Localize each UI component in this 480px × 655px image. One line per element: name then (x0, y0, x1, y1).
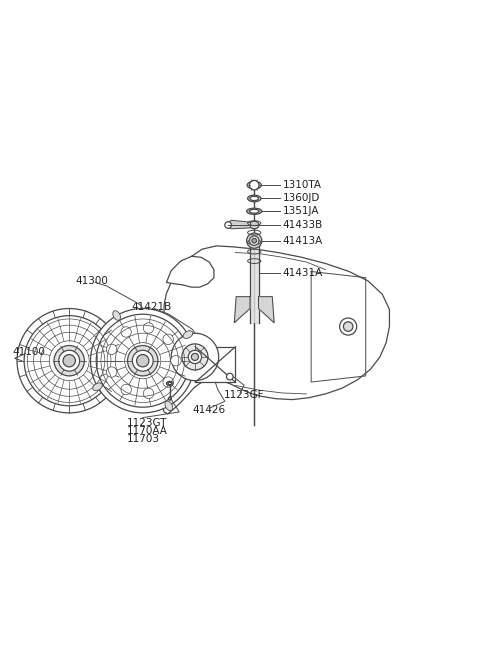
Text: 1310TA: 1310TA (283, 180, 322, 190)
Ellipse shape (183, 331, 193, 339)
Polygon shape (234, 297, 250, 323)
Circle shape (250, 180, 259, 190)
Circle shape (54, 346, 84, 376)
Circle shape (227, 373, 233, 380)
Circle shape (63, 354, 75, 367)
Polygon shape (162, 246, 389, 414)
Circle shape (106, 367, 117, 377)
Ellipse shape (93, 383, 102, 390)
Circle shape (17, 309, 121, 413)
Polygon shape (227, 220, 251, 229)
Text: 1360JD: 1360JD (283, 193, 320, 204)
Circle shape (163, 334, 173, 345)
Ellipse shape (167, 381, 173, 386)
Ellipse shape (168, 383, 172, 384)
Circle shape (343, 322, 353, 331)
Ellipse shape (247, 181, 261, 189)
Ellipse shape (165, 401, 173, 411)
Circle shape (59, 350, 80, 371)
Ellipse shape (248, 195, 261, 202)
Text: 11703: 11703 (127, 434, 160, 444)
Circle shape (128, 346, 158, 376)
Text: 41426: 41426 (192, 405, 226, 415)
Circle shape (171, 333, 219, 381)
Text: 41421B: 41421B (132, 302, 172, 312)
Polygon shape (167, 256, 214, 287)
Circle shape (24, 316, 114, 406)
Text: 41431A: 41431A (283, 269, 323, 278)
Circle shape (121, 384, 132, 395)
Circle shape (96, 314, 189, 407)
Polygon shape (259, 297, 274, 323)
Ellipse shape (250, 196, 259, 200)
Ellipse shape (168, 397, 171, 400)
Text: 1351JA: 1351JA (283, 206, 319, 216)
Circle shape (252, 238, 257, 243)
Circle shape (132, 350, 153, 371)
Circle shape (171, 356, 181, 366)
Circle shape (225, 221, 231, 229)
Circle shape (91, 309, 195, 413)
Circle shape (106, 344, 117, 354)
Circle shape (121, 327, 132, 337)
Text: 1170AA: 1170AA (127, 426, 168, 436)
Circle shape (144, 388, 154, 399)
Ellipse shape (250, 210, 259, 213)
Text: 41413A: 41413A (283, 236, 323, 246)
Ellipse shape (250, 221, 259, 229)
Text: 1123GF: 1123GF (223, 390, 264, 400)
Circle shape (247, 233, 262, 248)
Text: 41300: 41300 (75, 276, 108, 286)
Ellipse shape (247, 208, 262, 214)
Text: 41433B: 41433B (283, 220, 323, 230)
Circle shape (163, 377, 173, 387)
Circle shape (192, 353, 199, 360)
Circle shape (340, 318, 357, 335)
FancyBboxPatch shape (195, 346, 236, 383)
Text: 1123GT: 1123GT (127, 418, 168, 428)
Circle shape (182, 344, 208, 370)
Circle shape (137, 354, 149, 367)
Ellipse shape (113, 310, 120, 320)
Text: 41100: 41100 (12, 347, 45, 357)
Circle shape (144, 323, 154, 333)
Circle shape (188, 350, 202, 364)
Circle shape (250, 236, 259, 246)
